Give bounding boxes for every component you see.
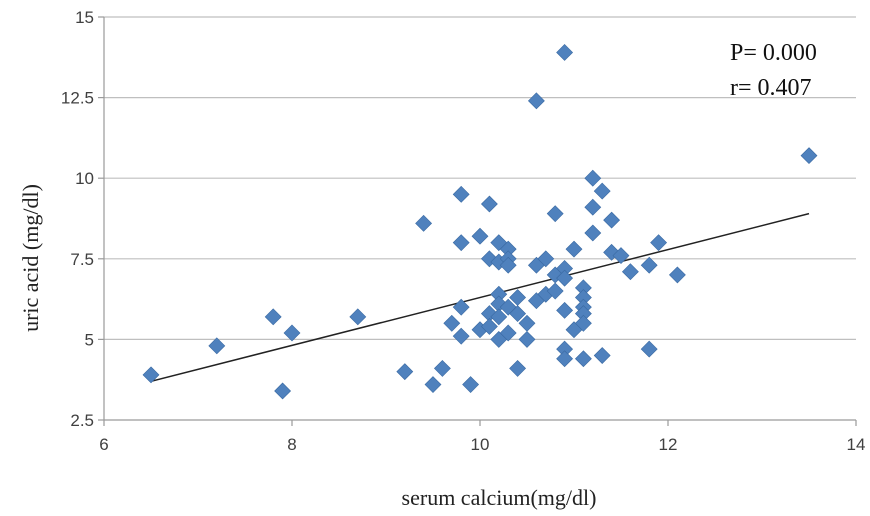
x-tick-label: 14 — [847, 435, 866, 454]
data-point — [556, 350, 574, 368]
data-point — [556, 44, 574, 61]
data-point — [640, 340, 658, 358]
data-point — [574, 314, 592, 332]
y-tick-labels: 2.5 5 7.5 10 12.5 15 — [61, 8, 94, 430]
data-point — [462, 376, 480, 393]
data-point — [621, 263, 639, 281]
gridlines — [104, 16, 856, 340]
data-point — [415, 214, 433, 232]
x-tick-label: 12 — [659, 435, 678, 454]
data-point — [499, 256, 517, 274]
data-point — [452, 327, 470, 345]
data-point — [565, 240, 583, 258]
data-point — [800, 147, 818, 165]
data-point — [396, 363, 414, 381]
data-point — [537, 250, 555, 268]
data-point — [527, 92, 545, 110]
data-point — [274, 382, 292, 400]
p-value-annotation: P= 0.000 — [730, 40, 817, 66]
data-point — [584, 224, 602, 242]
data-point — [612, 247, 630, 265]
y-axis-title: uric acid (mg/dl) — [18, 184, 43, 332]
y-tick-label: 2.5 — [70, 411, 94, 430]
data-point — [490, 308, 508, 326]
data-point — [443, 314, 461, 332]
data-point — [208, 337, 226, 355]
y-tick-label: 5 — [85, 330, 94, 349]
data-point — [452, 234, 470, 252]
data-point — [471, 227, 489, 245]
data-point — [142, 366, 160, 384]
trendline-group — [150, 212, 810, 383]
trendline — [150, 212, 810, 383]
data-point — [574, 350, 592, 368]
data-point — [668, 266, 686, 284]
data-point — [264, 308, 282, 326]
data-point — [556, 301, 574, 319]
x-axis-title: serum calcium(mg/dl) — [402, 485, 597, 510]
data-point — [556, 269, 574, 287]
data-point — [509, 359, 527, 377]
data-point — [650, 234, 668, 252]
y-tick-label: 15 — [75, 8, 94, 27]
data-point — [452, 298, 470, 316]
y-tick-label: 7.5 — [70, 250, 94, 269]
r-value-annotation: r= 0.407 — [730, 75, 812, 101]
data-point — [640, 256, 658, 274]
x-tick-labels: 6 8 10 12 14 — [99, 435, 865, 454]
data-point — [452, 185, 470, 203]
data-point — [349, 308, 367, 326]
data-point — [593, 347, 611, 364]
x-tick-label: 10 — [471, 435, 490, 454]
y-tick-label: 10 — [75, 169, 94, 188]
y-tick-label: 12.5 — [61, 89, 94, 108]
data-point — [593, 182, 611, 200]
data-point — [499, 324, 517, 342]
data-point — [509, 305, 527, 323]
data-point — [584, 198, 602, 216]
data-point — [424, 376, 442, 393]
data-point — [283, 324, 301, 342]
data-point — [518, 330, 536, 348]
axes — [98, 16, 857, 426]
data-points — [142, 44, 818, 400]
data-point — [546, 205, 564, 223]
data-point — [546, 282, 564, 300]
data-point — [480, 195, 498, 213]
data-point — [433, 359, 451, 377]
x-tick-label: 8 — [287, 435, 296, 454]
x-tick-label: 6 — [99, 435, 108, 454]
data-point — [480, 318, 498, 335]
data-point — [603, 211, 621, 229]
data-point — [584, 169, 602, 187]
